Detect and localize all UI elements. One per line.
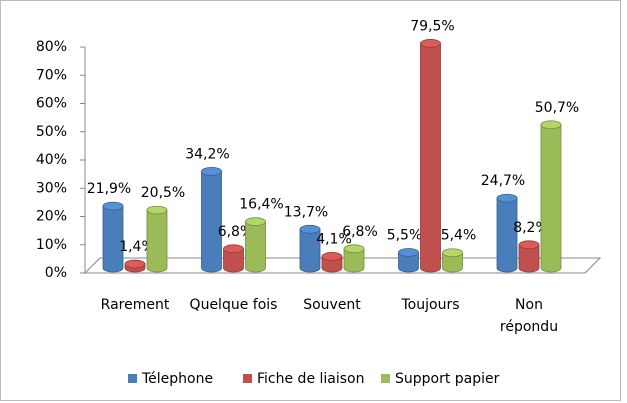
data-label: 6,8% (218, 224, 254, 240)
bar-body (420, 43, 441, 273)
data-label: 6,8% (342, 224, 378, 240)
legend-swatch (381, 374, 390, 383)
bar-top (398, 248, 419, 257)
bar-body (496, 197, 518, 273)
data-label: 24,7% (481, 173, 525, 189)
bar (299, 224, 321, 273)
legend-swatch (128, 374, 137, 383)
bar-body (518, 244, 540, 273)
data-label: 1,4% (119, 239, 155, 255)
data-label: 79,5% (410, 18, 454, 34)
bar-body (321, 256, 343, 273)
bar-top (223, 244, 244, 254)
x-tick-label: Souvent (303, 297, 361, 313)
bar (496, 193, 518, 273)
bar-body (201, 170, 222, 273)
data-label: 4,1% (316, 231, 352, 247)
bar (321, 252, 343, 273)
x-tick-label: Non répondu (499, 297, 559, 335)
data-label: 13,7% (284, 204, 328, 220)
bar-top (299, 224, 321, 234)
bar-top (102, 201, 124, 211)
y-tick-label: 50% (36, 124, 67, 140)
legend-swatch (243, 374, 252, 383)
bar-top (540, 120, 562, 130)
legend-label: Fiche de liaison (257, 371, 365, 387)
bar-body (343, 248, 365, 273)
y-tick-label: 70% (36, 67, 67, 83)
bar (343, 244, 365, 273)
bar (245, 217, 266, 273)
bar-body (398, 252, 419, 273)
bar-body (540, 124, 562, 273)
bar-top (146, 205, 168, 215)
bar-top (343, 244, 365, 254)
bar-top (124, 259, 146, 269)
bar (540, 120, 562, 273)
bar-top (496, 193, 518, 203)
bar-body (299, 228, 321, 273)
bar (146, 205, 168, 273)
x-tick-label: Rarement (100, 297, 170, 313)
y-tick-label: 60% (36, 96, 67, 112)
bar (102, 201, 124, 273)
bar (420, 39, 441, 273)
x-tick-label: Quelque fois (189, 297, 278, 313)
y-tick-label: 20% (36, 209, 67, 225)
data-label: 16,4% (239, 197, 283, 213)
bar-top (420, 39, 441, 48)
bar-body (245, 221, 266, 273)
bar (223, 244, 244, 273)
data-label: 5,4% (441, 228, 477, 244)
x-tick-label: Toujours (401, 297, 460, 313)
data-label: 50,7% (535, 100, 579, 116)
bar-top (442, 248, 463, 258)
y-tick-label: 80% (36, 39, 67, 55)
bar-top (201, 166, 222, 176)
y-tick-label: 30% (36, 180, 67, 196)
data-label: 5,5% (387, 227, 423, 243)
bar (124, 259, 146, 273)
bar-body (223, 248, 244, 273)
bar-body (442, 252, 463, 273)
bar-top (245, 217, 266, 227)
y-tick-label: 10% (36, 237, 67, 253)
bar-body (146, 209, 168, 273)
y-tick-label: 40% (36, 152, 67, 168)
bar (398, 248, 419, 273)
data-label: 20,5% (141, 185, 185, 201)
bar (201, 166, 222, 273)
bar-top (321, 252, 343, 261)
data-label: 8,2% (513, 220, 549, 236)
bar (442, 248, 463, 273)
data-label: 34,2% (185, 146, 229, 162)
bar-top (518, 240, 540, 250)
bar-body (102, 205, 124, 273)
legend-label: Télephone (141, 371, 213, 387)
y-tick-label: 0% (45, 265, 67, 281)
data-label: 21,9% (87, 181, 131, 197)
bar (518, 240, 540, 273)
legend-label: Support papier (395, 371, 500, 387)
